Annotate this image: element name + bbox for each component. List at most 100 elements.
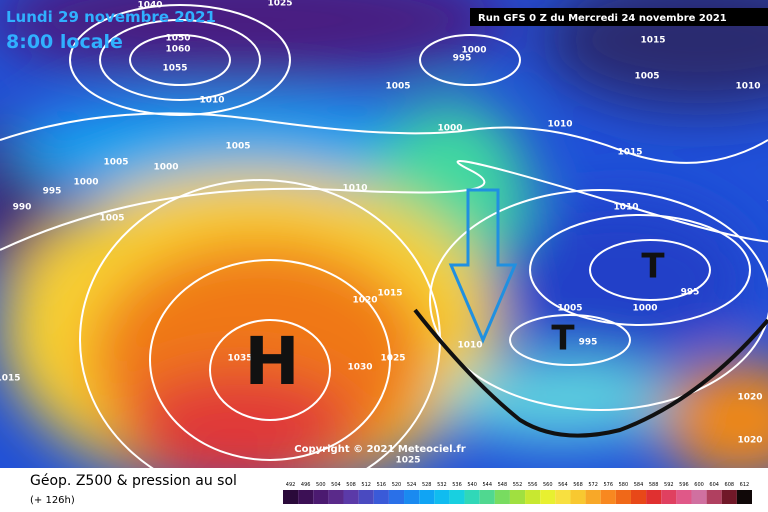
legend-swatch xyxy=(721,490,737,504)
isobar-label: 1005 xyxy=(103,158,128,168)
isobar-label: 1015 xyxy=(0,374,21,384)
isobar-label: 990 xyxy=(13,203,32,213)
legend-level: 500 xyxy=(316,482,326,488)
legend-level: 588 xyxy=(649,482,659,488)
isobars xyxy=(0,4,768,468)
legend-swatch xyxy=(449,490,465,504)
legend-lead: (+ 126h) xyxy=(30,495,75,506)
isobar-label: 1015 xyxy=(377,289,402,299)
isobar-label: 995 xyxy=(43,187,62,197)
legend-swatch xyxy=(479,490,495,504)
isobar-label: 1005 xyxy=(385,82,410,92)
isobar-label: 995 xyxy=(681,288,700,298)
legend-level: 580 xyxy=(619,482,629,488)
pressure-center: T xyxy=(551,319,575,359)
arrow xyxy=(448,188,518,344)
legend-swatch xyxy=(404,490,420,504)
legend-level: 604 xyxy=(709,482,719,488)
legend-swatch xyxy=(630,490,647,504)
legend-swatch xyxy=(691,490,707,504)
legend-level: 536 xyxy=(452,482,462,488)
legend-level: 508 xyxy=(346,482,356,488)
legend-swatch xyxy=(615,490,631,504)
isobar-label: 1010 xyxy=(457,341,482,351)
date: Lundi 29 novembre 2021 xyxy=(6,8,216,26)
legend-level: 524 xyxy=(407,482,417,488)
isobar-label: 1000 xyxy=(461,46,486,56)
isobar-label: 1010 xyxy=(199,96,224,106)
legend-bar: 492 496 500 504 508 512 516 520 524 528 532 536 540 5… xyxy=(283,482,752,504)
isobar-label: 1005 xyxy=(634,72,659,82)
isobar-label: 1060 xyxy=(165,45,190,55)
isobar-label: 1040 xyxy=(137,1,162,11)
legend-swatch xyxy=(509,490,526,504)
legend-swatch xyxy=(600,490,616,504)
legend-level: 592 xyxy=(664,482,674,488)
legend-swatch xyxy=(328,490,344,504)
legend-swatch xyxy=(343,490,359,504)
time: 8:00 locale xyxy=(6,31,123,53)
legend-level: 596 xyxy=(679,482,689,488)
legend-swatch xyxy=(676,490,692,504)
isobar-label: 1015 xyxy=(640,36,665,46)
isobar-label: 1010 xyxy=(342,184,367,194)
isobar-label: 1035 xyxy=(227,354,252,364)
legend-level: 532 xyxy=(437,482,447,488)
legend-level: 568 xyxy=(573,482,583,488)
legend-swatch xyxy=(388,490,405,504)
legend-swatch xyxy=(540,490,556,504)
legend-swatch xyxy=(494,490,510,504)
pressure-center: H xyxy=(244,323,299,400)
legend-swatch xyxy=(525,490,541,504)
legend-swatch xyxy=(555,490,571,504)
legend-level: 492 xyxy=(286,482,296,488)
legend-swatch xyxy=(358,490,374,504)
isobar-label: 1005 xyxy=(557,304,582,314)
legend-swatch xyxy=(283,490,299,504)
copyright: Copyright © 2021 Meteociel.fr xyxy=(294,444,465,455)
run-text: Run GFS 0 Z du Mercredi 24 novembre 2021 xyxy=(478,13,727,24)
isobar-label: 1025 xyxy=(380,354,405,364)
legend-level: 516 xyxy=(377,482,387,488)
legend-level: 552 xyxy=(513,482,523,488)
isobar-label: 995 xyxy=(453,54,472,64)
legend-swatch xyxy=(646,490,662,504)
isobar-label: 1000 xyxy=(632,304,657,314)
isobar-label: 1015 xyxy=(617,148,642,158)
legend-level: 540 xyxy=(467,482,477,488)
isobar-label: 1010 xyxy=(547,120,572,130)
legend-level: 496 xyxy=(301,482,311,488)
isobar-label: 1010 xyxy=(735,82,760,92)
legend-swatch xyxy=(419,490,435,504)
legend-level: 520 xyxy=(392,482,402,488)
legend-swatch xyxy=(736,490,752,504)
legend-level: 544 xyxy=(482,482,492,488)
isobar-label: 1050 xyxy=(165,34,190,44)
isobar-label: 1005 xyxy=(225,142,250,152)
isobar-label: 1010 xyxy=(613,203,638,213)
legend-title: Géop. Z500 & pression au sol xyxy=(30,473,237,489)
legend-level: 572 xyxy=(588,482,598,488)
isobar-label: 1025 xyxy=(395,456,420,466)
isobar-label: 1020 xyxy=(737,436,762,446)
legend-swatch xyxy=(570,490,586,504)
isobar-label: 1005 xyxy=(99,214,124,224)
isobar-label: 1030 xyxy=(347,363,372,373)
legend-swatch xyxy=(661,490,677,504)
legend-swatch xyxy=(585,490,601,504)
legend-level: 612 xyxy=(740,482,750,488)
legend-swatch xyxy=(706,490,722,504)
isobar-label: 1055 xyxy=(162,64,187,74)
legend-level: 600 xyxy=(694,482,704,488)
legend-level: 512 xyxy=(361,482,371,488)
legend-level: 576 xyxy=(604,482,614,488)
legend-swatch xyxy=(313,490,329,504)
legend-level: 564 xyxy=(558,482,568,488)
isobar-label: 1000 xyxy=(437,124,462,134)
map: Run GFS 0 Z du Mercredi 24 novembre 2021… xyxy=(0,0,768,468)
legend-level: 560 xyxy=(543,482,553,488)
isobar-label: 995 xyxy=(579,338,598,348)
front-line xyxy=(413,308,768,438)
isobar-label: 1020 xyxy=(352,296,377,306)
